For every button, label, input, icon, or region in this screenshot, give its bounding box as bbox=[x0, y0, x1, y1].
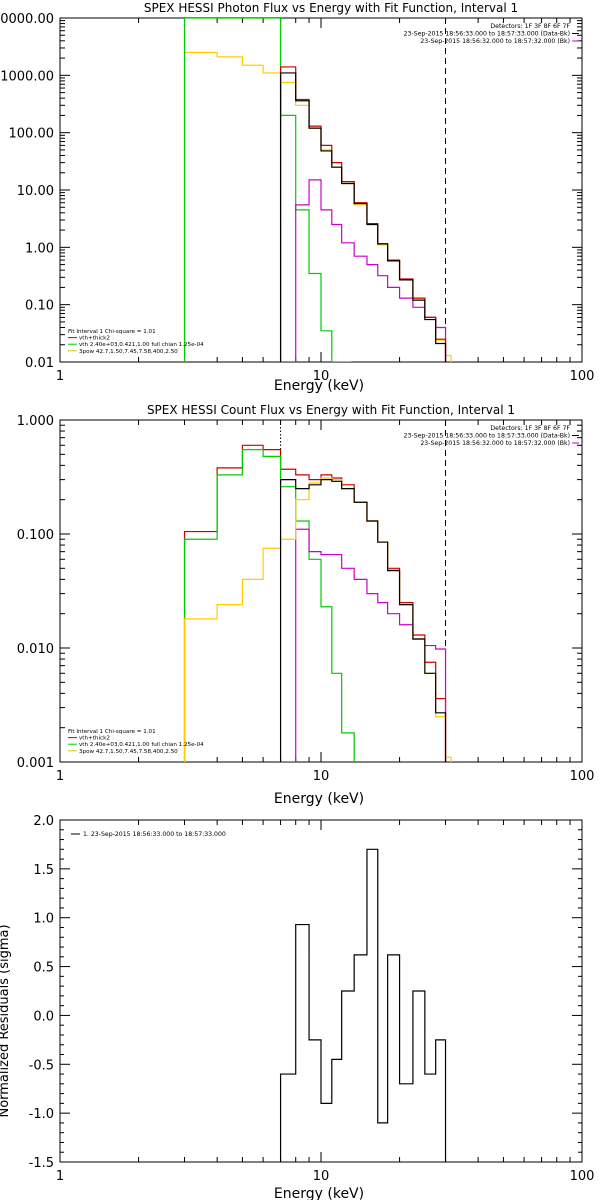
y-tick-label: 0.001 bbox=[17, 756, 54, 771]
y-tick-label: 0.01 bbox=[25, 356, 54, 371]
legend-entry: 23-Sep-2015 18:56:32.000 to 18:57:32.000… bbox=[420, 38, 570, 45]
y-tick-label: 1.000 bbox=[17, 414, 54, 429]
chart-panel-1: SPEX HESSI Photon Flux vs Energy with Fi… bbox=[0, 1, 594, 394]
series-line-2 bbox=[183, 18, 352, 362]
x-tick-label: 100 bbox=[570, 369, 595, 384]
x-tick-label: 1 bbox=[56, 1169, 64, 1184]
legend-entry: 3pow 42.7,1.50,7.45,7.58,400,2.50 bbox=[79, 349, 178, 355]
series-line-1 bbox=[279, 848, 447, 1162]
y-tick-label: 0.010 bbox=[17, 642, 54, 657]
y-axis-label: Normalized Residuals (sigma) bbox=[0, 924, 12, 1117]
y-tick-label: 1.5 bbox=[33, 863, 54, 878]
y-tick-label: 100.00 bbox=[9, 127, 55, 142]
series-group bbox=[279, 848, 447, 1162]
x-tick-label: 10 bbox=[313, 369, 330, 384]
y-tick-label: 0.100 bbox=[17, 528, 54, 543]
x-tick-label: 100 bbox=[570, 1169, 595, 1184]
y-tick-label: -0.5 bbox=[29, 1058, 54, 1073]
y-tick-label: 0.10 bbox=[25, 299, 54, 314]
legend-entry: Fit Interval 1 Chi-square = 1.01 bbox=[68, 729, 156, 735]
legend-entry: 3pow 42.7,1.50,7.45,7.58,400,2.50 bbox=[79, 749, 178, 755]
x-axis-label: Energy (keV) bbox=[274, 378, 364, 394]
x-tick-label: 10 bbox=[313, 1169, 330, 1184]
x-axis-label: Energy (keV) bbox=[274, 791, 364, 807]
y-tick-label: 1.00 bbox=[25, 241, 54, 256]
series-line-5 bbox=[279, 479, 447, 762]
legend-entry: vth 2.40e+03,0.421,1.00 full chian 1.25e… bbox=[79, 742, 204, 748]
legend-entry: vth+thick2 bbox=[79, 736, 110, 742]
y-tick-label: 1000.00 bbox=[0, 69, 54, 84]
chart-panel-2: SPEX HESSI Count Flux vs Energy with Fit… bbox=[17, 403, 595, 807]
series-line-4 bbox=[183, 477, 452, 762]
plot-frame bbox=[59, 819, 583, 1163]
legend-entry: 23-Sep-2015 18:56:33.000 to 18:57:33.000… bbox=[404, 31, 570, 38]
y-tick-label: 1.0 bbox=[33, 912, 54, 927]
legend-entry: vth 2.40e+03,0.421,1.00 full chian 1.25e… bbox=[79, 342, 204, 348]
y-tick-label: 2.0 bbox=[33, 814, 54, 829]
legend-entry: vth+thick2 bbox=[79, 336, 110, 342]
y-tick-label: 10.00 bbox=[17, 184, 54, 199]
series-line-5 bbox=[279, 72, 447, 362]
y-tick-label: -1.5 bbox=[29, 1156, 54, 1171]
legend-entry: Fit Interval 1 Chi-square = 1.01 bbox=[68, 329, 156, 335]
x-tick-label: 1 bbox=[56, 769, 64, 784]
legend-entry: 23-Sep-2015 18:56:32.000 to 18:57:32.000… bbox=[420, 440, 570, 447]
chart-panel-3: 1 10 100 2.0 1.5 1.0 0.5 0.0 -0.5 -1.0 -1.5 Energy … bbox=[0, 814, 594, 1200]
x-tick-label: 100 bbox=[570, 769, 595, 784]
x-tick-label: 10 bbox=[313, 769, 330, 784]
series-line-3 bbox=[279, 528, 447, 762]
series-line-2 bbox=[183, 449, 355, 762]
series-line-1 bbox=[183, 51, 452, 362]
series-group bbox=[183, 18, 452, 362]
chart-title: SPEX HESSI Photon Flux vs Energy with Fi… bbox=[144, 1, 518, 15]
x-tick-label: 1 bbox=[56, 369, 64, 384]
y-tick-label: 0.5 bbox=[33, 961, 54, 976]
chart-title: SPEX HESSI Count Flux vs Energy with Fit… bbox=[147, 403, 515, 417]
legend-entry: Detectors: 1F 3F 8F 6F 7F bbox=[490, 23, 570, 30]
legend-entry: 23-Sep-2015 18:56:33.000 to 18:57:33.000… bbox=[404, 433, 570, 440]
y-tick-label: 0.0 bbox=[33, 1009, 54, 1024]
series-line-3 bbox=[279, 179, 447, 362]
legend-entry: Detectors: 1F 3F 8F 6F 7F bbox=[490, 425, 570, 432]
x-axis-label: Energy (keV) bbox=[274, 1186, 364, 1200]
series-group bbox=[183, 420, 452, 762]
series-line-4 bbox=[279, 66, 447, 362]
y-tick-label: -1.0 bbox=[29, 1107, 54, 1122]
legend-entry: 1. 23-Sep-2015 18:56:33.000 to 18:57:33.… bbox=[83, 831, 226, 838]
y-tick-label: 0000.00 bbox=[0, 12, 54, 27]
